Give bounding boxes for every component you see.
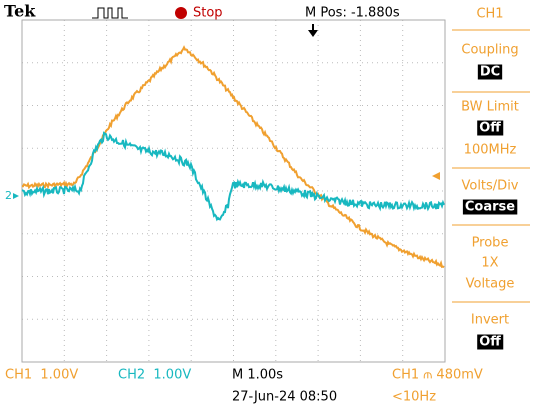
run-status: Stop: [193, 6, 223, 21]
menu-label[interactable]: Volts/Div: [461, 179, 518, 194]
side-menu: CH1 Coupling DC BW Limit Off 100MHz Volt…: [452, 7, 530, 350]
menu-value[interactable]: Coarse: [465, 200, 515, 215]
date-time: 27-Jun-24 08:50: [232, 390, 337, 405]
ch1-scale: CH1 1.00V: [5, 368, 78, 383]
menu-value[interactable]: Off: [479, 335, 501, 350]
ch2-level-marker: 2: [5, 189, 12, 202]
value-box: [477, 334, 504, 350]
timebase: M 1.00s: [232, 368, 283, 383]
trigger-setting: CH1 ⫙ 480mV: [392, 368, 483, 383]
waveforms: [21, 45, 445, 269]
horizontal-position: M Pos: -1.880s: [305, 6, 400, 21]
menu-label[interactable]: Coupling: [461, 43, 518, 58]
menu-detail: 1X: [481, 256, 498, 271]
acquire-icon: [92, 7, 128, 19]
menu-detail: 100MHz: [464, 143, 517, 158]
ch2-trace: [21, 131, 445, 222]
value-box: [462, 199, 518, 215]
trigger-level-marker: [432, 172, 440, 180]
menu-value[interactable]: Off: [479, 121, 501, 136]
graticule: [22, 20, 445, 362]
menu-value[interactable]: DC: [480, 65, 500, 80]
menu-title: CH1: [476, 7, 503, 22]
stop-icon: [175, 7, 187, 19]
brand: Tek: [4, 2, 36, 21]
trigger-frequency: <10Hz: [392, 390, 436, 405]
menu-label[interactable]: Probe: [472, 236, 509, 251]
value-box: [477, 64, 503, 80]
value-box: [477, 120, 504, 136]
menu-detail: Voltage: [466, 277, 515, 292]
ch2-scale: CH2 1.00V: [118, 368, 191, 383]
menu-label[interactable]: BW Limit: [461, 100, 519, 115]
menu-label[interactable]: Invert: [471, 313, 509, 328]
ch2-arrow: [13, 193, 19, 199]
trigger-position-marker: [308, 30, 318, 37]
